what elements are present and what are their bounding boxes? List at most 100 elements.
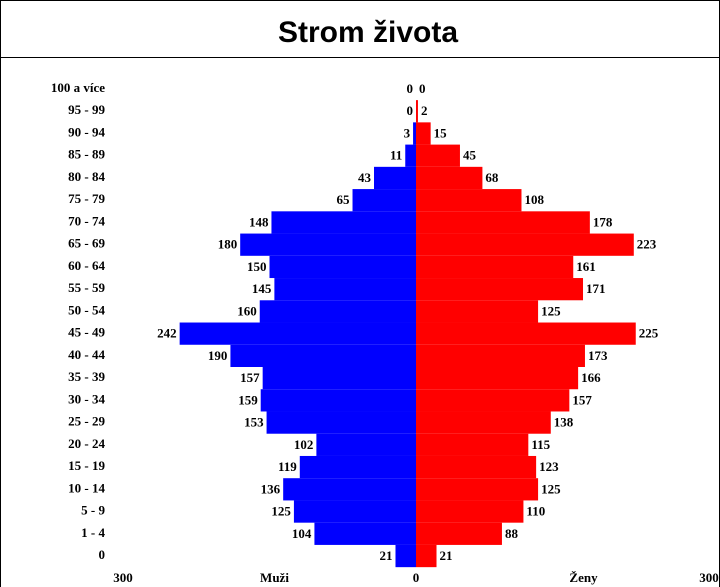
bar <box>416 500 524 523</box>
data-label: 171 <box>586 281 606 296</box>
data-label: 223 <box>637 237 657 252</box>
bar <box>416 367 579 390</box>
data-label: 115 <box>531 437 550 452</box>
bar <box>274 278 416 301</box>
bar <box>283 478 416 501</box>
data-label-bg <box>418 80 427 96</box>
data-label: 45 <box>463 148 477 163</box>
x-tick-label: 300 <box>113 570 133 585</box>
bar <box>413 122 416 145</box>
y-tick-label: 55 - 59 <box>68 280 105 295</box>
bar <box>299 455 416 479</box>
data-label-bg <box>580 370 603 386</box>
data-label: 21 <box>379 548 392 563</box>
data-label-bg <box>538 459 561 475</box>
data-label: 178 <box>593 214 613 229</box>
data-label-bg <box>438 548 454 564</box>
y-tick-label: 1 - 4 <box>81 525 105 540</box>
data-label-bg <box>552 414 575 430</box>
data-label: 160 <box>237 303 257 318</box>
data-label-bg <box>461 147 478 163</box>
bar <box>271 211 416 234</box>
bar <box>405 144 416 167</box>
data-label-bg <box>585 281 607 297</box>
y-tick-label: 70 - 74 <box>68 213 105 228</box>
data-label-bg <box>292 436 315 452</box>
bar <box>416 166 483 190</box>
data-label-bg <box>525 503 547 519</box>
data-label-bg <box>503 525 520 541</box>
data-label-bg <box>402 125 412 141</box>
bar <box>416 389 570 412</box>
y-tick-label: 40 - 44 <box>68 347 105 362</box>
bar <box>416 278 584 301</box>
y-tick-label: 75 - 79 <box>68 191 105 206</box>
bar <box>416 189 522 212</box>
data-label: 104 <box>292 526 312 541</box>
data-label-bg <box>405 80 414 96</box>
x-tick-label: 300 <box>699 570 719 585</box>
data-label: 242 <box>157 326 177 341</box>
y-tick-label: 45 - 49 <box>68 325 105 340</box>
data-label-bg <box>637 325 660 341</box>
data-label-bg <box>206 347 229 363</box>
data-label: 15 <box>434 125 448 140</box>
data-label: 21 <box>440 548 453 563</box>
bar <box>293 500 416 523</box>
bar <box>416 211 590 234</box>
bar <box>416 411 551 434</box>
data-label-bg <box>586 347 609 363</box>
data-label: 225 <box>639 326 659 341</box>
y-tick-label: 15 - 19 <box>68 458 105 473</box>
data-label: 2 <box>421 103 428 118</box>
bar <box>416 478 539 501</box>
y-tick-label: 5 - 9 <box>81 503 105 518</box>
bar <box>416 322 636 345</box>
chart-title: Strom života <box>278 16 458 49</box>
data-label: 136 <box>261 481 281 496</box>
data-label: 0 <box>407 103 414 118</box>
bar <box>230 344 416 367</box>
bar <box>266 411 416 434</box>
data-label: 159 <box>238 392 258 407</box>
data-label: 125 <box>271 504 291 519</box>
bar <box>260 389 416 412</box>
data-label: 153 <box>244 415 264 430</box>
bar <box>416 544 437 568</box>
data-label-bg <box>236 303 258 319</box>
data-label-bg <box>484 169 500 185</box>
data-label-bg <box>335 192 352 208</box>
bar <box>416 300 539 323</box>
data-label: 65 <box>337 192 351 207</box>
data-label-bg <box>156 325 178 341</box>
bar <box>374 166 416 190</box>
data-label: 157 <box>240 370 260 385</box>
data-label-bg <box>357 169 373 185</box>
bar <box>416 100 418 123</box>
y-tick-label: 90 - 94 <box>68 124 105 139</box>
data-label: 150 <box>247 259 267 274</box>
legend-label: Ženy <box>569 570 598 585</box>
bar <box>416 144 460 167</box>
data-label-bg <box>243 414 266 430</box>
data-label-bg <box>405 103 414 119</box>
data-label: 88 <box>505 526 519 541</box>
data-label: 3 <box>404 125 411 140</box>
y-tick-label: 65 - 69 <box>68 236 105 251</box>
data-label: 190 <box>208 348 228 363</box>
bar <box>259 300 416 323</box>
y-tick-label: 25 - 29 <box>68 414 105 429</box>
data-label: 173 <box>588 348 608 363</box>
data-label: 166 <box>581 370 601 385</box>
y-tick-label: 100 a více <box>51 80 105 95</box>
y-tick-label: 60 - 64 <box>68 258 105 273</box>
data-label-bg <box>388 147 404 163</box>
bar <box>240 233 416 256</box>
data-label-bg <box>419 103 429 119</box>
data-label: 119 <box>278 459 297 474</box>
data-label-bg <box>276 459 299 475</box>
data-label-bg <box>540 481 563 497</box>
bar <box>314 522 416 545</box>
bar <box>416 522 502 545</box>
